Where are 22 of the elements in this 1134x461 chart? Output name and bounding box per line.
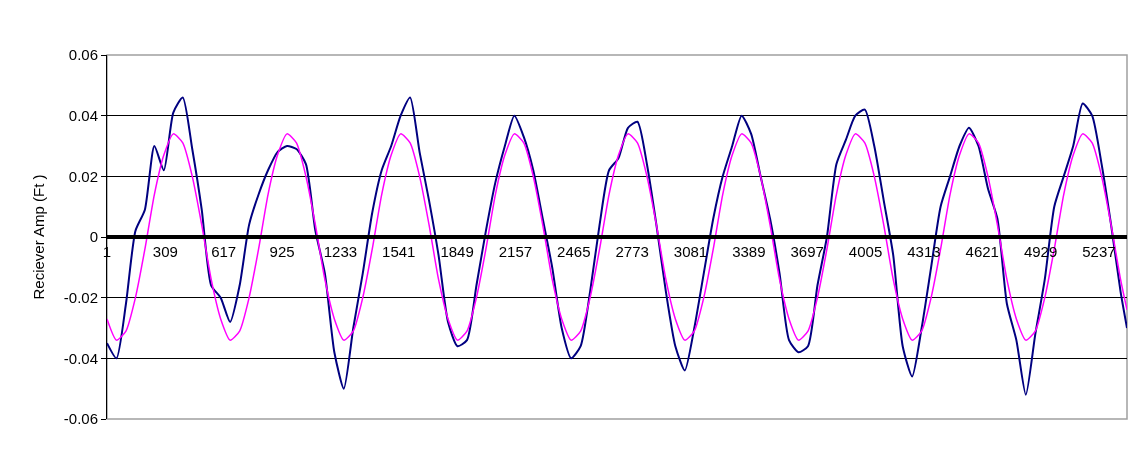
x-tick-label: 617 [211, 243, 237, 260]
y-tick-label: -0.02 [63, 288, 98, 306]
x-tick-label: 925 [269, 243, 295, 260]
y-axis-title: Reciever Amp (Ft ) [30, 174, 48, 300]
x-tick-label: 2773 [615, 243, 649, 260]
x-tick-label: 3697 [790, 243, 824, 260]
y-tick-label: 0.04 [68, 106, 98, 124]
x-tick-label: 2465 [557, 243, 591, 260]
x-tick-label: 2157 [498, 243, 533, 260]
x-tick-label: 4621 [965, 243, 999, 260]
y-tick-label: 0.06 [68, 46, 98, 64]
y-tick-label: -0.06 [63, 410, 98, 428]
y-tick-label: 0.02 [68, 167, 98, 185]
x-tick-label: 1541 [382, 243, 416, 260]
x-tick-label: 3081 [673, 243, 708, 260]
x-tick-label: 3389 [732, 243, 766, 260]
x-tick-label: 1849 [440, 243, 474, 260]
x-tick-label: 4005 [848, 243, 883, 260]
y-tick-label: -0.04 [63, 349, 98, 367]
y-tick-label: 0 [89, 228, 98, 246]
x-tick-label: 309 [152, 243, 178, 260]
x-tick-label: 1233 [323, 243, 358, 260]
